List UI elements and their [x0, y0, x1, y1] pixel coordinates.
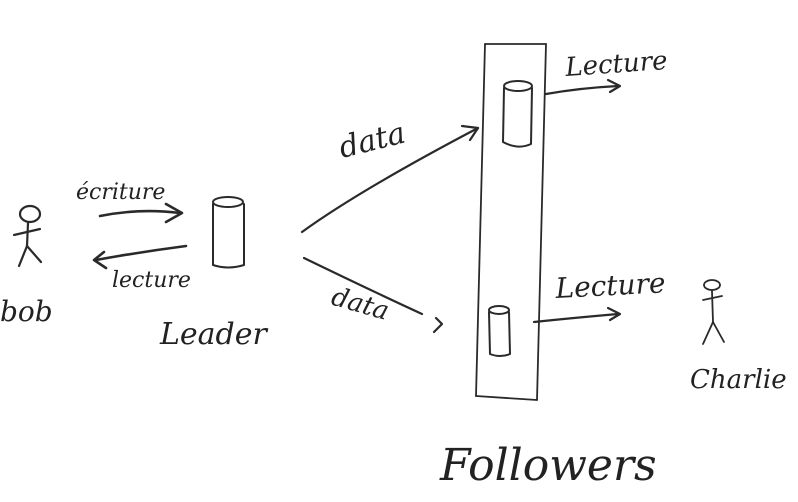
data-arrow-top	[300, 124, 480, 234]
read-label: lecture	[112, 268, 191, 293]
follower-database-icon-bottom	[488, 305, 511, 357]
lecture-label-bottom: Lecture	[554, 266, 667, 305]
lecture-arrow-bottom	[532, 306, 622, 324]
data-arrow-bottom	[302, 256, 444, 334]
lecture-arrow-top	[544, 78, 622, 96]
lecture-label-top: Lecture	[563, 46, 668, 83]
data-label-top: data	[335, 116, 409, 166]
leader-label: Leader	[159, 317, 269, 352]
followers-column	[475, 43, 547, 401]
write-arrow	[98, 202, 184, 224]
followers-label: Followers	[439, 440, 657, 491]
read-arrow	[92, 244, 188, 270]
data-label-bottom: data	[328, 282, 392, 327]
follower-database-icon-top	[502, 80, 533, 148]
charlie-label: Charlie	[690, 365, 787, 395]
write-label: écriture	[76, 180, 165, 205]
leader-database-icon	[212, 196, 245, 269]
bob-user-icon	[12, 204, 43, 268]
bob-label: bob	[0, 295, 53, 328]
charlie-user-icon	[702, 279, 725, 345]
